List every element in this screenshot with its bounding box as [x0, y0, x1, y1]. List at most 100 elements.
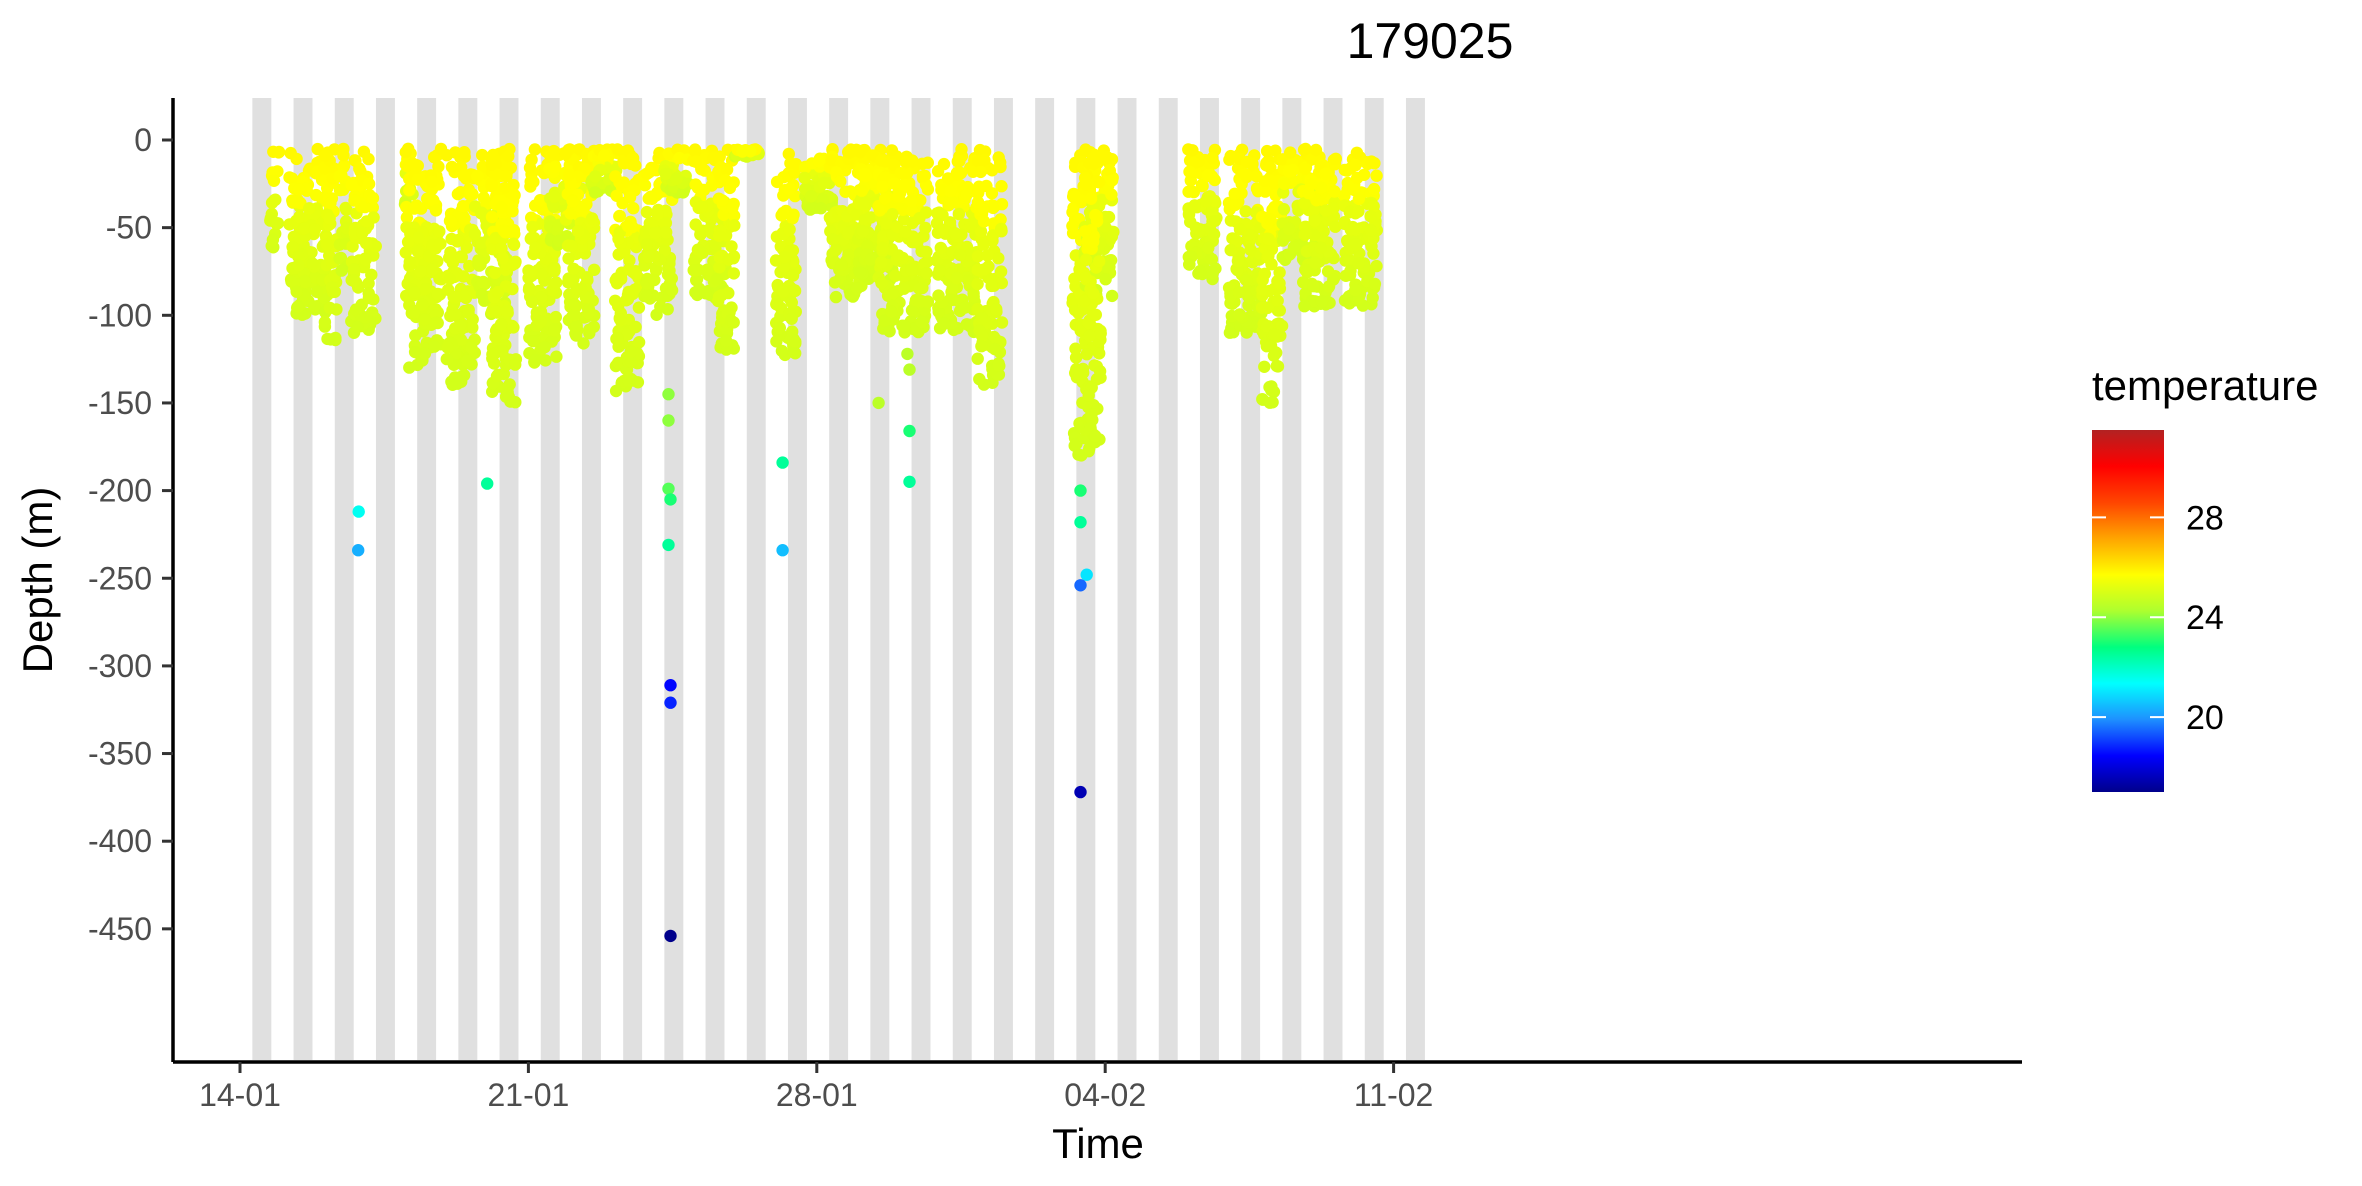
deep-dive-point [664, 679, 677, 692]
dive-point [535, 268, 548, 281]
dive-point [884, 305, 898, 318]
dive-point [689, 155, 703, 168]
dive-point [1230, 235, 1244, 248]
dive-point [948, 227, 962, 240]
dive-point [981, 249, 994, 262]
dive-point [359, 237, 373, 250]
dive-point [622, 374, 636, 387]
dive-point [728, 219, 741, 232]
dive-point [362, 177, 376, 191]
deep-dive-point [664, 929, 677, 943]
dive-point [548, 264, 561, 278]
dive-point [401, 235, 415, 249]
dive-point [407, 306, 421, 319]
dive-point [716, 194, 729, 207]
dive-point [399, 146, 412, 159]
dive-point [490, 369, 504, 383]
dive-point [1273, 277, 1286, 290]
dive-point [1367, 182, 1381, 196]
dive-point [495, 201, 508, 214]
dive-point [458, 212, 471, 225]
dive-point [640, 238, 653, 251]
dive-point [550, 350, 563, 363]
dive-point [642, 250, 655, 263]
dive-point [290, 285, 303, 298]
dive-point [1244, 243, 1257, 256]
x-tick-label: 11-02 [1354, 1077, 1433, 1113]
dive-point [506, 205, 519, 218]
dive-point [712, 290, 726, 303]
dive-point [677, 186, 690, 199]
dive-point [458, 147, 471, 160]
dive-point [434, 237, 447, 250]
dive-point [770, 298, 783, 311]
dive-point [1066, 219, 1079, 233]
dive-point [873, 204, 886, 217]
dive-point [1231, 263, 1244, 277]
dive-point [719, 334, 733, 347]
dive-point [1368, 277, 1382, 291]
dive-point [1308, 214, 1321, 227]
dive-point [695, 200, 708, 213]
dive-point [1224, 149, 1237, 163]
dive-point [567, 273, 580, 286]
dive-point [958, 301, 972, 314]
dive-point [892, 249, 905, 262]
dive-point [477, 275, 490, 289]
dive-point [1187, 185, 1201, 199]
dive-point [913, 212, 926, 225]
dive-point [1223, 326, 1237, 339]
dive-point [362, 287, 375, 300]
dive-point [689, 178, 702, 191]
dive-point [1183, 258, 1196, 271]
dive-point [494, 318, 508, 331]
dive-point [500, 304, 513, 317]
dive-point [1315, 295, 1329, 308]
dive-point [418, 347, 432, 360]
y-tick-label: 0 [134, 122, 152, 158]
dive-point [644, 190, 657, 203]
dive-point [713, 261, 726, 274]
y-tick-label: -200 [88, 473, 152, 509]
x-axis-ticks: 14-01 21-01 28-01 04-02 11-02 [199, 1062, 1433, 1113]
legend-ticks: 28 24 20 [2092, 499, 2224, 737]
surface-dive-points [264, 142, 1384, 462]
dive-point [525, 295, 539, 309]
dive-point [306, 257, 319, 270]
dive-point [623, 254, 636, 267]
dive-point [1083, 157, 1096, 170]
dive-point [465, 341, 478, 354]
y-tick-label: -350 [88, 736, 152, 772]
dive-point [1268, 328, 1281, 341]
dive-point [455, 250, 468, 264]
dive-point [580, 271, 594, 284]
dive-point [480, 197, 493, 210]
dive-point [950, 271, 963, 285]
dive-point [1262, 232, 1275, 246]
dive-point [1083, 329, 1096, 342]
dive-point [283, 171, 296, 184]
deep-dive-point [662, 414, 675, 427]
dive-point [804, 190, 818, 203]
dive-point [414, 265, 427, 278]
dive-point [1260, 320, 1274, 333]
dive-point [629, 320, 642, 334]
dive-point [500, 170, 513, 183]
dive-point [663, 257, 676, 270]
deep-dive-point [903, 424, 916, 438]
night-band [1117, 98, 1137, 1060]
dive-point [934, 241, 947, 255]
dive-point [624, 355, 638, 368]
dive-point [1277, 203, 1291, 216]
dive-point [292, 250, 305, 263]
dive-point [338, 159, 351, 172]
dive-point [1352, 257, 1365, 270]
x-tick-label: 28-01 [776, 1077, 858, 1113]
dive-point [271, 217, 285, 230]
dive-point [917, 230, 930, 243]
dive-point [985, 279, 998, 293]
dive-point [485, 158, 498, 171]
dive-point [400, 211, 414, 224]
dive-point [1233, 308, 1246, 321]
dive-point [1350, 238, 1363, 251]
